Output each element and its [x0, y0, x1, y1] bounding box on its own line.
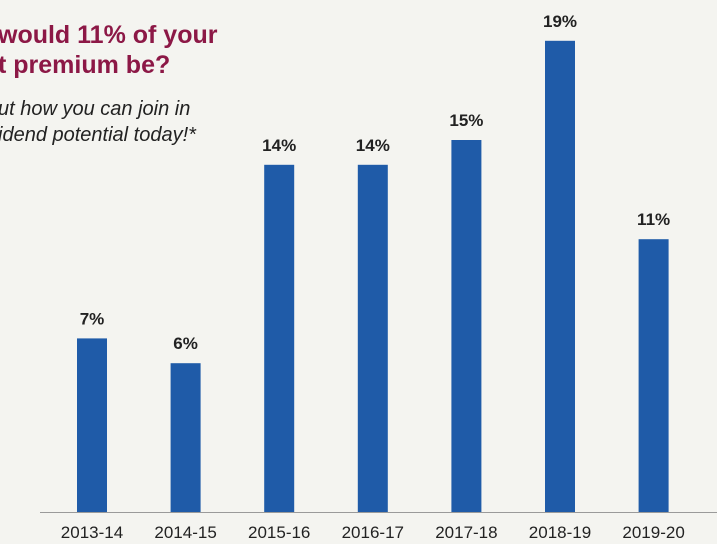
x-tick-label-2017-18: 2017-18: [435, 523, 497, 542]
x-tick-label-2014-15: 2014-15: [154, 523, 216, 542]
data-label-2018-19: 19%: [543, 12, 577, 31]
promo-headline: would 11% of your t premium be?: [0, 20, 217, 80]
tagline-line-2: idend potential today!*: [0, 124, 196, 146]
x-tick-label-2013-14: 2013-14: [61, 523, 123, 542]
bar-2018-19: [545, 40, 575, 513]
bars-group: [77, 40, 669, 513]
data-label-2019-20: 11%: [637, 210, 670, 229]
bar-2014-15: [170, 363, 201, 512]
x-tick-label-2019-20: 2019-20: [622, 523, 684, 542]
data-label-2017-18: 15%: [449, 111, 483, 130]
data-labels-group: 7% 6% 14% 14% 15% 19% 11%: [80, 12, 670, 353]
headline-line-2: t premium be?: [0, 51, 171, 79]
x-tick-label-2018-19: 2018-19: [529, 523, 591, 542]
data-label-2013-14: 7%: [80, 309, 105, 328]
x-tick-label-2016-17: 2016-17: [342, 523, 404, 542]
x-tick-labels-group: 2013-14 2014-15 2015-16 2016-17 2017-18 2018-…: [61, 523, 685, 542]
data-label-2016-17: 14%: [356, 136, 390, 155]
promo-tagline: ut how you can join in idend potential t…: [0, 96, 196, 148]
data-label-2014-15: 6%: [173, 334, 198, 353]
headline-line-1: would 11% of your: [0, 21, 218, 49]
bar-2013-14: [77, 338, 107, 512]
data-label-2015-16: 14%: [262, 136, 296, 155]
x-tick-label-2015-16: 2015-16: [248, 523, 310, 542]
bar-2015-16: [264, 164, 295, 513]
tagline-line-1: ut how you can join in: [0, 98, 191, 120]
bar-2019-20: [638, 239, 669, 512]
bar-2017-18: [451, 140, 482, 512]
bar-2016-17: [357, 164, 388, 513]
